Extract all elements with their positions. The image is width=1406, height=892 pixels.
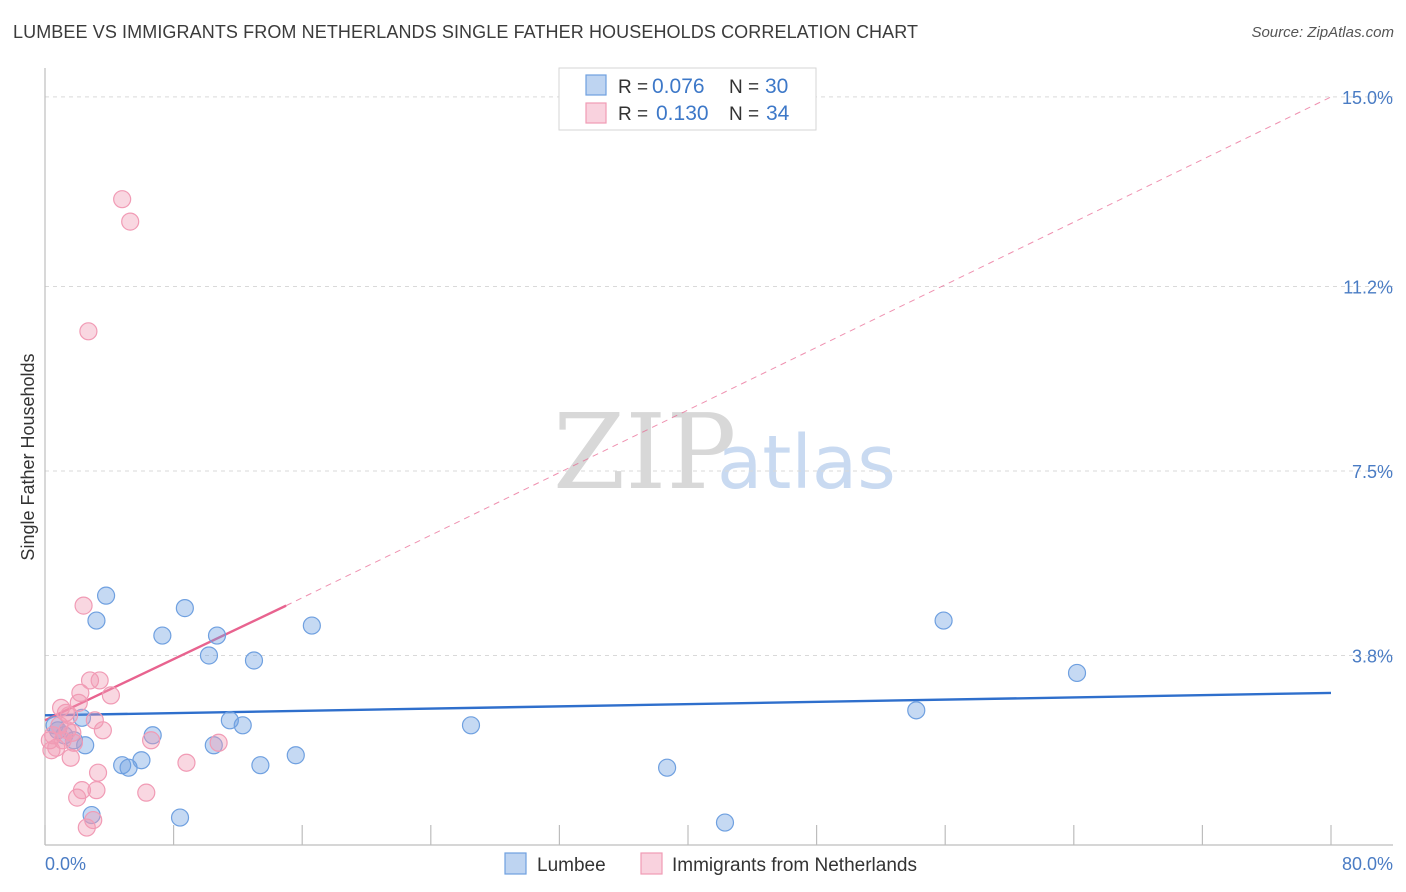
point-netherlands-22 bbox=[88, 763, 108, 782]
bottom-legend-label-lumbee: Lumbee bbox=[537, 855, 606, 876]
point-netherlands-6 bbox=[53, 731, 72, 750]
point-netherlands-28 bbox=[121, 212, 140, 231]
point-lumbee-27 bbox=[715, 813, 735, 832]
data-points bbox=[40, 190, 1087, 837]
bottom-legend: Lumbee Immigrants from Netherlands bbox=[504, 852, 917, 876]
point-netherlands-25 bbox=[93, 721, 112, 740]
trend-line-netherlands-extension bbox=[285, 96, 1332, 607]
legend-n-label-lumbee: N = bbox=[729, 77, 759, 98]
watermark-zip: ZIP bbox=[553, 391, 736, 513]
bottom-legend-swatch-lumbee bbox=[504, 852, 527, 875]
point-netherlands-19 bbox=[84, 810, 103, 830]
point-lumbee-14 bbox=[170, 808, 190, 827]
legend-r-value-netherlands: 0.130 bbox=[656, 102, 709, 125]
point-lumbee-20 bbox=[233, 716, 252, 735]
point-netherlands-32 bbox=[209, 733, 228, 752]
y-tick-label-3: 15.0% bbox=[1342, 88, 1393, 108]
y-axis-title: Single Father Households bbox=[18, 353, 38, 560]
point-netherlands-26 bbox=[101, 686, 121, 705]
legend-n-value-netherlands: 34 bbox=[766, 102, 790, 125]
chart-title: LUMBEE VS IMMIGRANTS FROM NETHERLANDS SI… bbox=[13, 22, 919, 42]
point-netherlands-33 bbox=[60, 706, 79, 725]
y-tick-labels: 3.8% 7.5% 11.2% 15.0% bbox=[1342, 88, 1393, 667]
point-lumbee-16 bbox=[199, 646, 219, 665]
legend-swatch-lumbee bbox=[585, 74, 607, 96]
bottom-legend-swatch-netherlands bbox=[640, 852, 663, 875]
point-netherlands-21 bbox=[87, 781, 106, 800]
point-netherlands-27 bbox=[113, 190, 132, 209]
point-netherlands-30 bbox=[141, 731, 161, 750]
point-netherlands-23 bbox=[90, 671, 109, 690]
point-netherlands-24 bbox=[79, 322, 98, 341]
point-netherlands-17 bbox=[77, 818, 96, 837]
point-netherlands-3 bbox=[47, 738, 66, 757]
chart-source: Source: ZipAtlas.com bbox=[1251, 24, 1394, 41]
point-netherlands-18 bbox=[80, 671, 100, 690]
point-netherlands-31 bbox=[177, 753, 196, 772]
legend-box: R = 0.076 N = 30 R = 0.130 N = 34 bbox=[558, 67, 817, 131]
point-lumbee-11 bbox=[132, 751, 151, 770]
point-netherlands-9 bbox=[61, 748, 80, 767]
point-lumbee-15 bbox=[175, 599, 194, 618]
watermark: ZIP atlas bbox=[553, 391, 896, 513]
point-lumbee-26 bbox=[658, 758, 677, 777]
x-tick-label-start: 0.0% bbox=[45, 854, 86, 874]
axes bbox=[44, 68, 1393, 846]
point-lumbee-28 bbox=[907, 701, 926, 720]
point-lumbee-30 bbox=[1067, 663, 1087, 683]
y-tick-label-2: 11.2% bbox=[1343, 277, 1393, 297]
point-netherlands-16 bbox=[74, 596, 93, 615]
point-netherlands-14 bbox=[71, 683, 90, 702]
trend-line-netherlands bbox=[44, 604, 287, 722]
x-tick-label-end: 80.0% bbox=[1342, 854, 1393, 874]
point-lumbee-7 bbox=[87, 611, 106, 630]
gridlines bbox=[45, 96, 1393, 656]
legend-r-value-lumbee: 0.076 bbox=[652, 75, 705, 98]
point-lumbee-5 bbox=[76, 736, 95, 755]
y-tick-label-0: 3.8% bbox=[1352, 646, 1393, 666]
legend-r-label-netherlands: R = bbox=[618, 104, 648, 125]
point-netherlands-29 bbox=[137, 783, 156, 802]
point-lumbee-17 bbox=[204, 736, 223, 755]
watermark-atlas: atlas bbox=[717, 420, 896, 506]
legend-r-label-lumbee: R = bbox=[618, 77, 648, 98]
point-lumbee-29 bbox=[934, 611, 953, 630]
point-lumbee-24 bbox=[302, 616, 321, 635]
legend-n-value-lumbee: 30 bbox=[765, 75, 788, 98]
point-netherlands-15 bbox=[72, 781, 92, 800]
point-lumbee-23 bbox=[286, 746, 305, 765]
point-netherlands-11 bbox=[64, 733, 84, 752]
point-lumbee-21 bbox=[244, 651, 264, 670]
point-lumbee-22 bbox=[251, 756, 270, 775]
x-tick-labels: 0.0% 80.0% bbox=[45, 854, 1393, 874]
point-lumbee-25 bbox=[461, 716, 481, 735]
point-lumbee-18 bbox=[207, 626, 227, 645]
trend-lines bbox=[44, 96, 1332, 722]
legend-swatch-netherlands bbox=[585, 102, 607, 124]
point-lumbee-8 bbox=[96, 586, 116, 605]
legend-n-label-netherlands: N = bbox=[729, 104, 759, 125]
trend-line-lumbee bbox=[44, 691, 1332, 717]
bottom-legend-label-netherlands: Immigrants from Netherlands bbox=[672, 855, 917, 876]
point-lumbee-13 bbox=[153, 626, 172, 645]
y-tick-label-1: 7.5% bbox=[1352, 462, 1393, 482]
